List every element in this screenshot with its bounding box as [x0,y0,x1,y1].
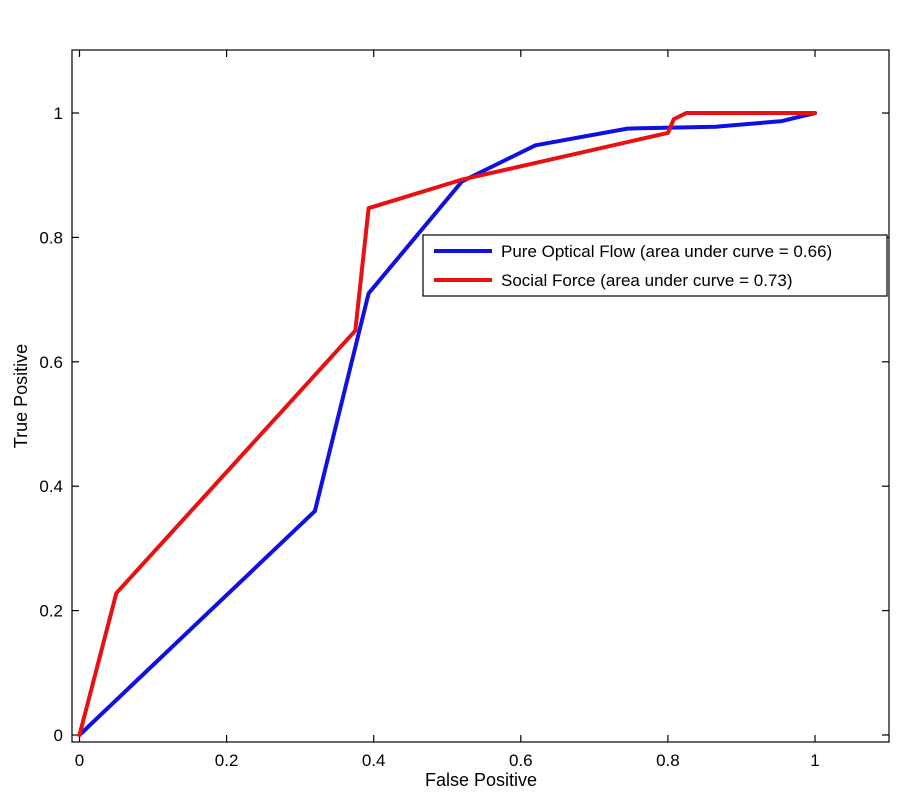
x-axis: 0 0.2 0.4 0.6 0.8 1 [75,50,820,770]
y-tick-label: 0.6 [39,353,63,372]
y-tick-label: 0.4 [39,477,63,496]
legend-box [422,234,888,297]
legend-label-pure-optical-flow: Pure Optical Flow (area under curve = 0.… [501,242,832,261]
x-tick-label: 0 [75,751,84,770]
y-tick-label: 0.2 [39,602,63,621]
y-tick-label: 0.8 [39,228,63,247]
x-tick-label: 0.2 [215,751,239,770]
y-axis-title: True Positive [11,344,31,448]
series-lines [77,111,817,737]
y-axis: 0 0.2 0.4 0.6 0.8 1 [39,104,889,745]
x-tick-label: 0.4 [362,751,386,770]
series-line-pure-optical-flow [77,111,817,737]
x-axis-title: False Positive [425,770,537,790]
x-tick-label: 1 [810,751,819,770]
y-tick-label: 0 [54,726,63,745]
x-tick-label: 0.6 [509,751,533,770]
plot-frame [71,49,890,743]
y-tick-label: 1 [54,104,63,123]
legend: Pure Optical Flow (area under curve = 0.… [422,234,888,297]
legend-label-social-force: Social Force (area under curve = 0.73) [501,271,793,290]
x-tick-label: 0.8 [656,751,680,770]
series-line-social-force [77,111,817,737]
